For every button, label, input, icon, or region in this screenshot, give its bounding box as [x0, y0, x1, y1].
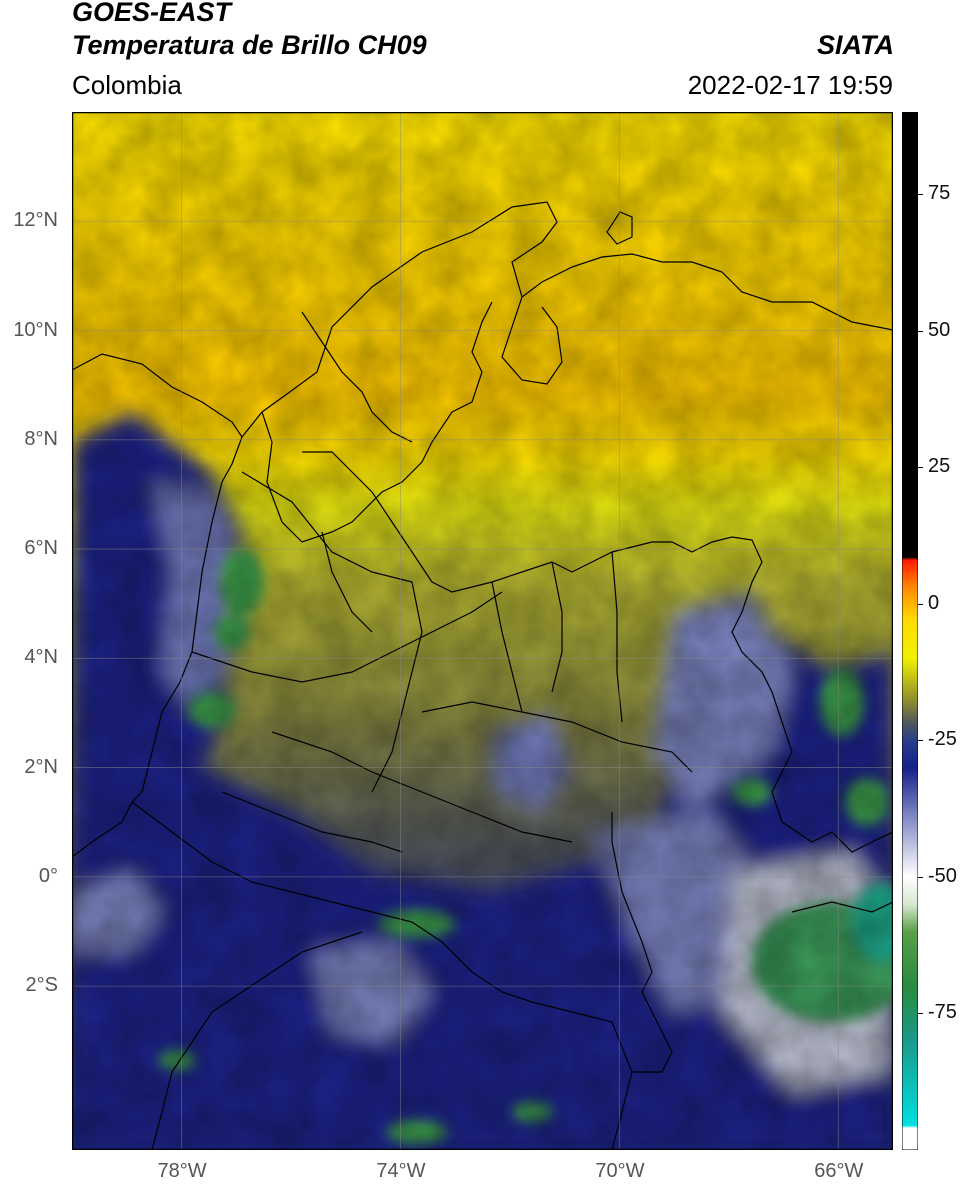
satellite-title: GOES-EAST: [72, 0, 232, 27]
colorbar-tick-label: 75: [928, 181, 951, 204]
colorbar-tick-mark: [918, 467, 923, 469]
lon-tick-label: 74°W: [376, 1160, 426, 1182]
colorbar-tick-mark: [918, 330, 923, 332]
lat-tick-label: 10°N: [13, 318, 58, 341]
colorbar-tick-mark: [918, 193, 923, 195]
colorbar-tick-label: -75: [928, 1001, 957, 1024]
product-title: Temperatura de Brillo CH09: [72, 30, 427, 60]
colorbar-tick-label: -25: [928, 728, 957, 751]
colorbar-tick-label: 0: [928, 591, 940, 614]
lat-tick-label: 6°N: [24, 537, 58, 560]
lon-tick-label: 78°W: [157, 1160, 207, 1182]
colorbar-tick-mark: [918, 740, 923, 742]
lon-tick-label: 70°W: [595, 1160, 645, 1182]
colorbar-tick-label: 50: [928, 318, 951, 341]
lat-tick-label: 4°N: [24, 646, 58, 669]
colorbar-tick-mark: [918, 1013, 923, 1015]
graticule: [72, 112, 893, 1150]
colorbar: [902, 112, 918, 1150]
datetime-label: 2022-02-17 19:59: [687, 70, 893, 100]
lon-tick-label: 66°W: [814, 1160, 864, 1182]
colorbar-tick-label: 25: [928, 455, 951, 478]
cloud-texture: [72, 112, 893, 1150]
colorbar-tick-label: -50: [928, 864, 957, 887]
colorbar-tick-mark: [918, 603, 923, 605]
region-label: Colombia: [72, 70, 182, 100]
lat-tick-label: 8°N: [24, 427, 58, 450]
lat-tick-label: 0°: [38, 864, 58, 887]
source-label: SIATA: [817, 30, 894, 60]
colorbar-tick-mark: [918, 876, 923, 878]
borders-coastlines: [72, 201, 893, 1150]
brightness-temperature-map: [72, 112, 893, 1150]
lat-tick-label: 2°S: [25, 974, 58, 997]
lat-tick-label: 12°N: [13, 209, 58, 232]
lat-tick-label: 2°N: [24, 755, 58, 778]
map-frame: [72, 112, 893, 1150]
